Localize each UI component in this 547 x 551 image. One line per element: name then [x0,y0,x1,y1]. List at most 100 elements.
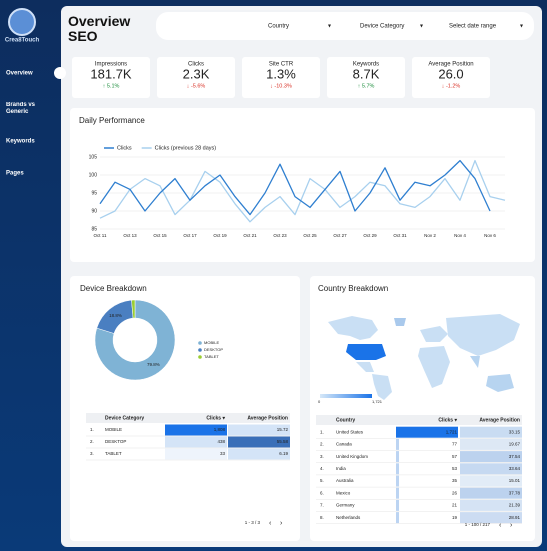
x-tick-label: Oct 11 [94,233,107,238]
kpi-card [412,57,490,98]
page-next[interactable]: › [280,520,283,527]
y-tick-label: 105 [89,154,98,160]
legend-label: DESKTOP [204,347,223,352]
world-map [328,314,520,400]
cell-bg [396,463,399,475]
slice-label: 79.8% [147,362,160,367]
nav-item[interactable]: Pages [6,171,24,177]
table-cell: 35 [452,478,458,483]
kpi-label: Keywords [353,62,379,68]
table-cell: 6. [320,490,324,495]
page-prev[interactable]: ‹ [499,522,502,529]
cell-bg [228,424,290,436]
table-cell: 1,721 [446,429,458,434]
cell-bg [460,438,522,450]
legend-label: Clicks [117,145,132,151]
card-title: Country Breakdown [318,284,388,293]
kpi-label: Site CTR [269,62,294,68]
table-cell: 19 [452,515,458,520]
kpi-value: 26.0 [438,66,463,81]
filter[interactable]: Select date range [449,24,497,30]
cell-bg [396,499,399,511]
line-series [99,159,491,216]
legend-label: Clicks (previous 28 days) [155,145,217,151]
pie-slice [131,299,136,319]
brand: Crea8Touch [5,38,40,44]
column-header: Average Position [479,417,520,423]
filter[interactable]: Country [268,24,289,30]
table-cell: 3. [90,451,94,456]
kpi-value: 1.3% [266,66,296,81]
nav-item[interactable]: Brands vs Generic [6,102,36,115]
table-cell: MOBILE [105,427,122,432]
pagination: 1 - 3 / 3 [245,520,261,525]
x-tick-label: Oct 27 [333,233,347,238]
filter-arrow: ▾ [520,24,523,30]
cell-bg [165,448,227,460]
cell-bg [228,448,290,460]
page-next[interactable]: › [510,522,513,529]
kpi-change: ↓ -1.2% [442,83,461,89]
table-cell: 15.01 [509,478,521,483]
table-cell: 28.91 [509,515,521,520]
kpi-value: 181.7K [90,66,132,81]
cell-bg [460,512,522,524]
cell-bg [396,475,399,487]
cell-bg [460,451,522,463]
table-header-bg [86,413,290,423]
table-cell: Netherlands [336,515,361,520]
column-header: Device Category [105,415,144,421]
cell-bg [396,438,399,450]
y-tick-label: 100 [89,172,98,178]
scale-label: 0 [318,399,321,404]
table-cell: India [336,466,346,471]
legend-swatch [198,348,202,352]
cell-bg [460,426,522,438]
card-title: Device Breakdown [80,284,147,293]
y-tick-label: 90 [91,208,97,214]
slice-label: 18.8% [109,313,122,318]
page-prev[interactable]: ‹ [269,520,272,527]
table-cell: Germany [336,503,355,508]
kpi-label: Clicks [188,62,204,68]
card [70,108,535,262]
table-cell: 2. [320,442,324,447]
kpi-value: 8.7K [353,66,380,81]
title-wrap: Overview SEO [68,14,130,44]
table-cell: 3. [320,454,324,459]
table-cell: 53 [452,466,458,471]
table-cell: 2. [90,439,94,444]
table-cell: 19.67 [509,442,521,447]
logo [8,8,36,36]
column-header: Clicks ▾ [438,417,457,423]
table-cell: United States [336,429,364,434]
cell-bg [460,475,522,487]
nav-item[interactable]: Keywords [6,139,35,145]
cell-bg [396,487,399,499]
table-cell: 21 [452,503,458,508]
x-tick-label: Oct 31 [393,233,407,238]
x-tick-label: Oct 13 [123,233,137,238]
x-tick-label: Oct 19 [213,233,227,238]
cell-bg [460,463,522,475]
table-cell: 37.54 [509,454,521,459]
x-tick-label: Nov 4 [454,233,466,238]
card-title: Daily Performance [79,116,145,125]
x-tick-label: Oct 25 [303,233,317,238]
cell-bg [460,499,522,511]
table-cell: DESKTOP [105,439,126,444]
table-cell: United Kingdom [336,454,368,459]
x-tick-label: Oct 21 [243,233,257,238]
table-cell: 37.78 [509,490,521,495]
table-cell: 7. [320,503,324,508]
line-series [99,159,506,223]
cell-bg [396,512,399,524]
table-cell: 77 [452,442,458,447]
table-cell: 1. [320,429,324,434]
filter[interactable]: Device Category [360,24,404,30]
table-cell: 26 [452,490,458,495]
nav-item[interactable]: Overview [6,71,33,77]
table-cell: 6.19 [279,451,288,456]
kpi-card [72,57,150,98]
